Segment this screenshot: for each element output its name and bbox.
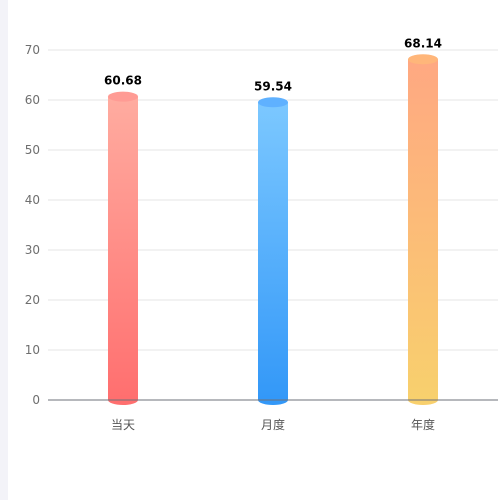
bar-body[interactable] bbox=[408, 59, 438, 401]
y-tick-label-30: 30 bbox=[25, 243, 40, 257]
x-category-label-1: 当天 bbox=[111, 418, 135, 432]
bars bbox=[108, 54, 438, 405]
y-tick-label-40: 40 bbox=[25, 193, 40, 207]
y-tick-label-0: 0 bbox=[32, 393, 40, 407]
x-axis-categories: 当天 月度 年度 bbox=[111, 417, 435, 432]
y-tick-label-50: 50 bbox=[25, 143, 40, 157]
x-category-label-2: 月度 bbox=[261, 417, 285, 432]
bar-3[interactable] bbox=[408, 54, 438, 405]
y-tick-label-60: 60 bbox=[25, 93, 40, 107]
bar-body[interactable] bbox=[108, 96, 138, 400]
value-label-2: 59.54 bbox=[254, 79, 292, 93]
y-axis-ticks: 0 10 20 30 40 50 60 70 bbox=[25, 43, 40, 407]
y-tick-label-10: 10 bbox=[25, 343, 40, 357]
value-label-1: 60.68 bbox=[104, 74, 142, 88]
bar-top-cap bbox=[108, 91, 138, 102]
y-tick-label-70: 70 bbox=[25, 43, 40, 57]
bar-1[interactable] bbox=[108, 91, 138, 405]
bar-top-cap bbox=[258, 97, 288, 108]
y-tick-label-20: 20 bbox=[25, 293, 40, 307]
bar-body[interactable] bbox=[258, 102, 288, 401]
bar-top-cap bbox=[408, 54, 438, 65]
value-labels: 60.68 59.54 68.14 bbox=[104, 36, 442, 93]
bar-2[interactable] bbox=[258, 97, 288, 405]
left-edge-strip bbox=[0, 0, 8, 500]
x-category-label-3: 年度 bbox=[411, 417, 435, 432]
value-label-3: 68.14 bbox=[404, 36, 442, 50]
